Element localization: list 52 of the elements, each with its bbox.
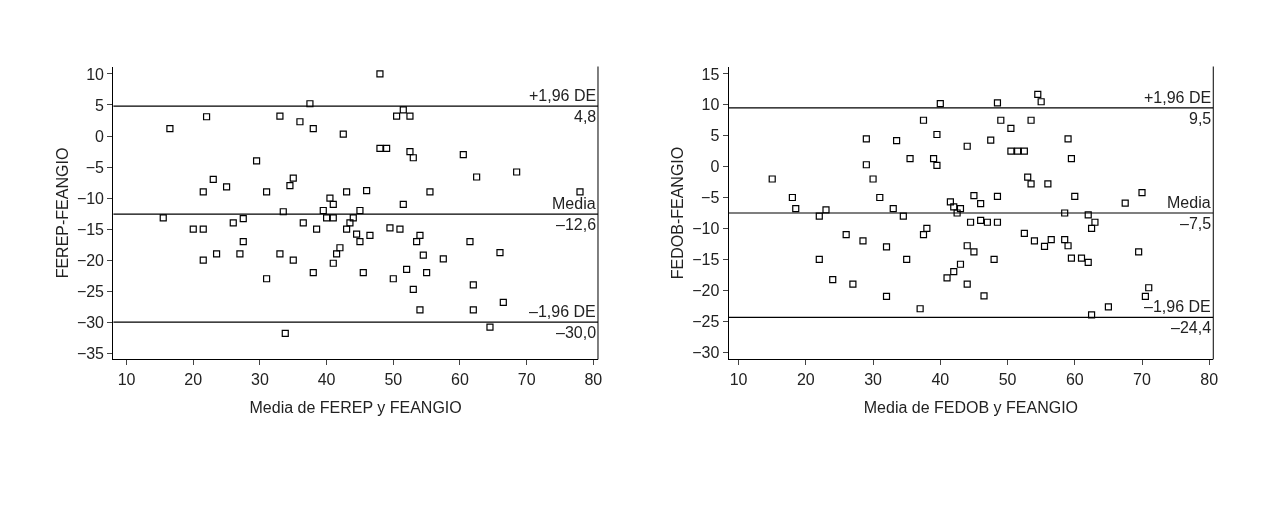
annotation: –30,0	[556, 324, 597, 341]
x-tick-label: 10	[117, 370, 136, 388]
y-tick-label: 10	[701, 96, 720, 114]
y-tick-label: 5	[95, 96, 105, 114]
x-tick-label: 40	[931, 370, 950, 388]
y-axis-title: FEDOB-FEANGIO	[669, 146, 687, 280]
y-tick-label: −10	[76, 189, 105, 207]
x-tick-label: 80	[1200, 370, 1219, 388]
y-tick-label: −30	[692, 343, 720, 361]
y-tick-label: 0	[95, 127, 105, 145]
ref-line-label: Media	[1167, 194, 1211, 211]
ref-line-label: –1,96 DE	[529, 303, 596, 320]
x-axis-title: Media de FEREP y FEANGIO	[249, 399, 462, 417]
x-tick-label: 70	[1133, 370, 1152, 388]
annotation: –12,6	[556, 216, 597, 233]
y-tick-label: 15	[701, 65, 720, 83]
x-tick-label: 30	[864, 370, 883, 388]
x-tick-label: 30	[251, 370, 269, 388]
x-tick-label: 50	[384, 370, 403, 388]
y-tick-label: −25	[692, 312, 720, 330]
y-tick-label: −5	[701, 189, 720, 207]
y-tick-label: 10	[86, 65, 105, 83]
x-tick-label: 60	[1065, 370, 1084, 388]
x-tick-label: 40	[317, 370, 336, 388]
y-tick-label: −20	[692, 281, 720, 299]
y-tick-label: −10	[692, 220, 720, 238]
x-tick-label: 80	[584, 370, 603, 388]
y-tick-label: 5	[710, 127, 720, 145]
y-tick-label: −30	[76, 313, 105, 331]
annotation: 4,8	[574, 108, 597, 125]
y-tick-label: −15	[76, 220, 105, 238]
y-tick-label: −20	[76, 251, 105, 269]
annotation: –7,5	[1180, 215, 1212, 232]
y-tick-label: −25	[76, 282, 105, 300]
y-tick-label: −35	[76, 344, 105, 362]
ref-line-label: +1,96 DE	[1144, 89, 1212, 106]
x-tick-label: 10	[729, 370, 748, 388]
y-tick-label: −5	[85, 158, 105, 176]
x-tick-label: 60	[451, 370, 469, 388]
y-tick-label: −15	[692, 250, 720, 268]
y-axis-title: FEREP-FEANGIO	[53, 147, 71, 279]
annotation: 9,5	[1189, 110, 1212, 127]
x-tick-label: 20	[796, 370, 815, 388]
x-axis-title: Media de FEDOB y FEANGIO	[863, 399, 1079, 417]
ref-line-label: Media	[552, 195, 596, 212]
x-tick-label: 50	[998, 370, 1017, 388]
x-tick-label: 70	[517, 370, 536, 388]
y-tick-label: 0	[710, 158, 720, 176]
x-tick-label: 20	[184, 370, 203, 388]
ref-line-label: +1,96 DE	[529, 87, 597, 104]
ref-line-label: –1,96 DE	[1144, 298, 1211, 315]
annotation: –24,4	[1171, 319, 1212, 336]
